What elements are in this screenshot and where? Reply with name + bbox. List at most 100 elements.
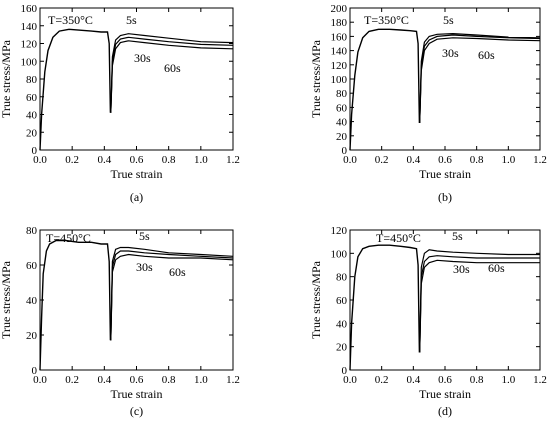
y-tick-label: 60 <box>336 102 348 114</box>
first-pass-line <box>39 28 112 151</box>
x-tick-label: 0.0 <box>343 154 357 166</box>
first-pass-line <box>349 244 421 371</box>
y-tick-label: 120 <box>331 225 348 237</box>
x-tick-label: 0.2 <box>375 154 389 166</box>
y-tick-label: 120 <box>21 39 38 51</box>
series-line-5s <box>110 33 234 113</box>
x-axis-label: True strain <box>111 387 163 401</box>
series-line-30s <box>419 34 541 124</box>
series-line-30s <box>110 36 234 113</box>
temperature-annotation: T=350°C <box>48 13 93 27</box>
x-tick-label: 1.0 <box>194 154 208 166</box>
y-tick-label: 160 <box>331 31 348 43</box>
y-tick-label: 60 <box>336 295 348 307</box>
x-axis-label: True strain <box>111 167 163 181</box>
series-line-5s <box>110 246 234 341</box>
x-tick-label: 1.2 <box>533 374 547 386</box>
x-tick-label: 0.6 <box>130 154 144 166</box>
series-line-5s <box>419 32 541 124</box>
x-tick-label: 0.4 <box>97 154 111 166</box>
x-tick-label: 1.2 <box>226 154 240 166</box>
y-tick-label: 40 <box>26 110 38 122</box>
x-tick-label: 0.0 <box>343 374 357 386</box>
y-tick-label: 80 <box>26 74 38 86</box>
series-line-60s <box>110 253 234 341</box>
x-tick-label: 0.2 <box>375 374 389 386</box>
series-line-30s <box>419 255 540 353</box>
y-tick-label: 0 <box>32 365 38 377</box>
panel-label: (c) <box>130 404 143 418</box>
panel-label: (b) <box>438 190 452 204</box>
series-label-60s: 60s <box>169 265 186 279</box>
x-tick-label: 1.2 <box>533 154 547 166</box>
x-tick-label: 0.6 <box>130 374 144 386</box>
y-tick-label: 20 <box>26 127 38 139</box>
y-tick-label: 20 <box>336 342 348 354</box>
y-tick-label: 140 <box>21 21 38 33</box>
series-label-30s: 30s <box>134 51 151 65</box>
series-label-5s: 5s <box>443 13 454 27</box>
y-tick-label: 180 <box>331 17 348 29</box>
x-tick-label: 0.2 <box>65 154 79 166</box>
y-tick-label: 60 <box>26 260 38 272</box>
series-line-60s <box>419 37 541 124</box>
y-axis-label: True stress/MPa <box>0 39 13 118</box>
y-tick-label: 0 <box>342 145 348 157</box>
panel-3: 0.0 0.2 0.4 0.6 0.8 1.0 1.2 0 20 40 60 80 True strai… <box>0 225 240 418</box>
x-tick-label: 0.8 <box>470 154 484 166</box>
y-tick-label: 40 <box>336 318 348 330</box>
x-tick-label: 0.0 <box>33 374 47 386</box>
x-tick-label: 1.0 <box>194 374 208 386</box>
series-label-60s: 60s <box>164 61 181 75</box>
y-tick-label: 40 <box>26 295 38 307</box>
y-axis-label: True stress/MPa <box>0 260 13 339</box>
series-line-5s <box>419 249 540 353</box>
series-line-60s <box>419 259 540 353</box>
series-label-30s: 30s <box>136 260 153 274</box>
temperature-annotation: T=350°C <box>364 13 409 27</box>
x-tick-label: 0.8 <box>470 374 484 386</box>
y-tick-label: 100 <box>331 74 348 86</box>
panel-4: 0.0 0.2 0.4 0.6 0.8 1.0 1.2 0 20 40 60 80 100 120 True… <box>309 225 547 418</box>
x-tick-label: 1.0 <box>501 154 515 166</box>
series-label-5s: 5s <box>139 229 150 243</box>
series-label-60s: 60s <box>488 261 505 275</box>
y-tick-label: 80 <box>336 88 348 100</box>
y-tick-label: 120 <box>331 60 348 72</box>
x-tick-label: 0.4 <box>406 374 420 386</box>
y-tick-label: 100 <box>21 56 38 68</box>
first-pass-line <box>349 28 421 151</box>
series-label-30s: 30s <box>453 262 470 276</box>
x-tick-label: 0.6 <box>438 154 452 166</box>
y-tick-label: 80 <box>26 225 38 237</box>
y-tick-label: 200 <box>331 3 348 15</box>
y-tick-label: 140 <box>331 46 348 58</box>
x-tick-label: 0.8 <box>162 154 176 166</box>
x-tick-label: 0.4 <box>406 154 420 166</box>
y-tick-label: 160 <box>21 3 38 15</box>
panel-label: (d) <box>438 404 452 418</box>
x-axis-label: True strain <box>419 387 471 401</box>
x-axis-label: True strain <box>419 167 471 181</box>
series-line-60s <box>110 40 234 113</box>
y-axis-label: True stress/MPa <box>309 39 323 118</box>
y-tick-label: 60 <box>26 92 38 104</box>
x-tick-label: 0.6 <box>438 374 452 386</box>
first-pass-line <box>39 239 112 371</box>
y-tick-label: 0 <box>32 145 38 157</box>
x-tick-label: 1.0 <box>501 374 515 386</box>
x-tick-label: 0.8 <box>162 374 176 386</box>
y-tick-label: 100 <box>331 248 348 260</box>
temperature-annotation: T=450°C <box>376 231 421 245</box>
series-label-5s: 5s <box>452 229 463 243</box>
y-tick-label: 20 <box>26 330 38 342</box>
plot-frame <box>39 229 234 371</box>
x-tick-label: 0.0 <box>33 154 47 166</box>
y-axis-label: True stress/MPa <box>309 260 323 339</box>
panel-label: (a) <box>130 190 143 204</box>
x-tick-label: 1.2 <box>226 374 240 386</box>
series-label-30s: 30s <box>442 46 459 60</box>
temperature-annotation: T=450°C <box>46 231 91 245</box>
panel-2: 0.0 0.2 0.4 0.6 0.8 1.0 1.2 0 20 40 60 80 100 120 140 1… <box>309 3 547 204</box>
